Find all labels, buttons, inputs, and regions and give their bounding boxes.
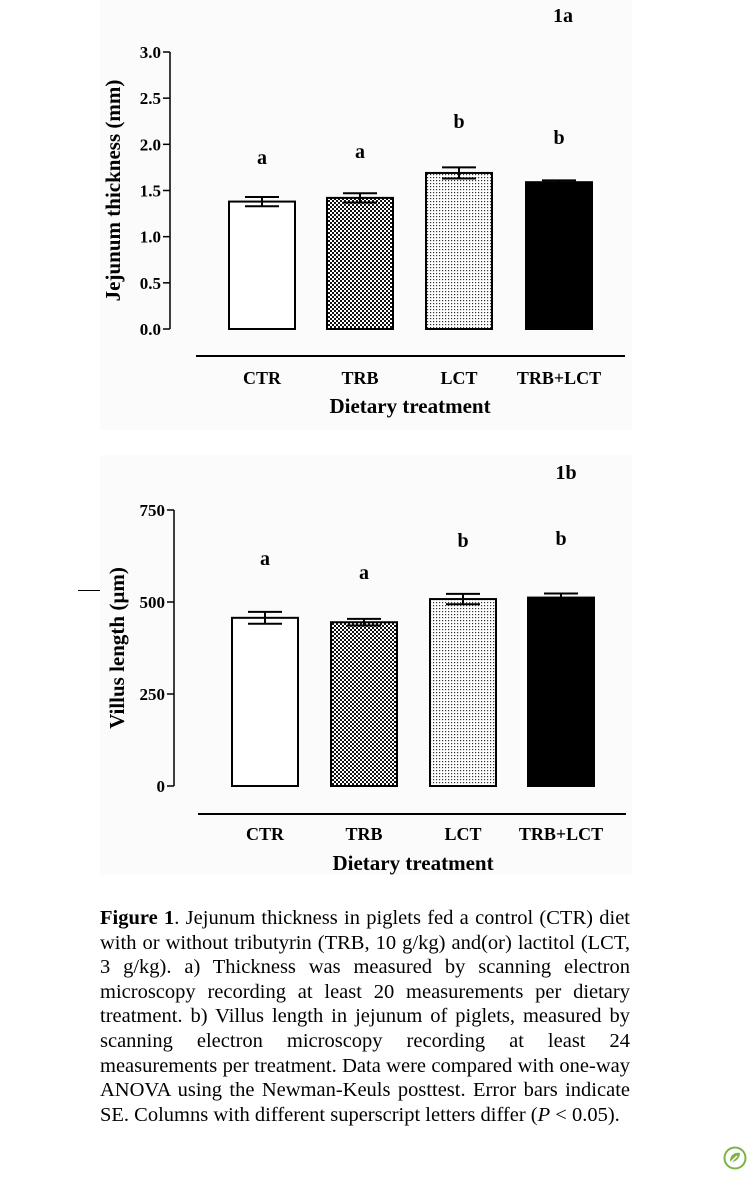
bar-ctr (231, 616, 299, 787)
x-category-label: TRB+LCT (519, 824, 603, 844)
y-axis-title: Jejunum thickness (mm) (101, 80, 125, 302)
significance-letter: a (260, 548, 270, 570)
caption-p-symbol: P (537, 1103, 551, 1126)
chart-panel-1a: 0.0 0.5 1.0 1.5 2.0 2.5 3.0 Jejunum thickness (… (100, 0, 632, 430)
caption-figure-label: Figure 1 (100, 907, 175, 929)
y-axis-title: Villus length (µm) (105, 567, 129, 729)
x-category-label: CTR (246, 824, 285, 844)
leaf-badge-icon (723, 1146, 747, 1170)
x-category-label: TRB (345, 824, 382, 844)
y-tick-label: 750 (140, 501, 166, 520)
x-axis-title: Dietary treatment (332, 851, 493, 875)
bar-lct (425, 171, 493, 330)
bar-trb-lct (527, 596, 595, 787)
y-tick-label: 3.0 (140, 43, 161, 62)
y-tick-label: 250 (140, 685, 166, 704)
significance-letter: b (457, 530, 468, 552)
significance-letter: b (555, 528, 566, 550)
y-tick-label: 0.0 (140, 320, 161, 339)
y-tick-label: 0.5 (140, 274, 161, 293)
x-axis-title: Dietary treatment (329, 394, 490, 418)
significance-letter: b (453, 111, 464, 133)
bar-trb (326, 196, 394, 330)
caption-text-part-1: . Jejunum thickness in piglets fed a con… (100, 907, 630, 1126)
bar-lct (429, 598, 497, 787)
x-category-label: TRB+LCT (517, 368, 601, 388)
y-tick-label: 2.5 (140, 89, 161, 108)
panel-label: 1b (555, 462, 576, 484)
bar-trb (330, 621, 398, 787)
jejunum-thickness-chart: 0.0 0.5 1.0 1.5 2.0 2.5 3.0 Jejunum thickness (… (101, 5, 625, 418)
significance-letter: a (359, 562, 369, 584)
caption-text-part-2: < 0.05). (550, 1103, 620, 1126)
y-tick-label: 500 (140, 593, 166, 612)
bar-trb-lct (525, 181, 593, 330)
y-tick-label: 1.0 (140, 228, 161, 247)
x-category-label: CTR (243, 368, 282, 388)
y-tick-label: 1.5 (140, 182, 161, 201)
significance-letter: a (355, 141, 365, 163)
villus-length-chart: 0 250 500 750 Villus length (µm) a CTR a TRB b LCT… (105, 462, 626, 875)
x-category-label: LCT (440, 368, 477, 388)
bar-ctr (228, 200, 296, 330)
panel-label: 1a (553, 5, 573, 27)
x-category-label: TRB (341, 368, 378, 388)
margin-mark (78, 590, 100, 591)
significance-letter: a (257, 147, 267, 169)
figure-caption: Figure 1. Jejunum thickness in piglets f… (100, 906, 630, 1127)
x-category-label: LCT (444, 824, 481, 844)
chart-panel-1b: 0 250 500 750 Villus length (µm) a CTR a TRB b LCT… (100, 455, 632, 875)
y-tick-label: 0 (157, 777, 166, 796)
y-tick-label: 2.0 (140, 135, 161, 154)
significance-letter: b (553, 127, 564, 149)
